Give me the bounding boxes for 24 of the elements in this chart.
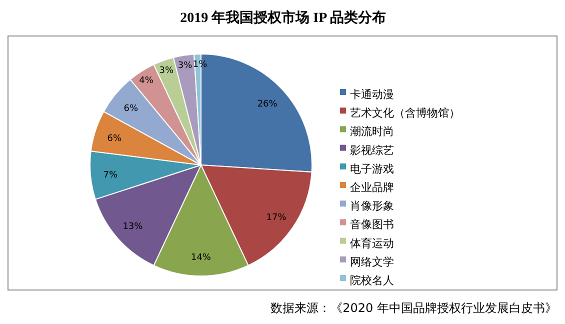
data-label: 4% <box>139 76 154 86</box>
legend-label: 潮流时尚 <box>350 125 394 138</box>
legend-label: 影视综艺 <box>350 144 394 157</box>
data-label: 6% <box>124 104 138 114</box>
legend-label: 艺术文化（含博物馆） <box>350 106 460 120</box>
legend-label: 企业品牌 <box>350 181 394 194</box>
chart-title: 2019 年我国授权市场 IP 品类分布 <box>180 9 386 26</box>
data-label: 1% <box>192 60 208 70</box>
data-label: 17% <box>266 213 287 224</box>
data-label: 13% <box>122 222 144 232</box>
legend-label: 电子游戏 <box>350 162 394 176</box>
data-label: 14% <box>190 253 212 264</box>
data-label: 3% <box>159 66 174 76</box>
data-label: 7% <box>103 170 118 181</box>
legend-label: 肖像形象 <box>350 200 394 213</box>
source-note: 数据来源：《2020 年中国品牌授权行业发展白皮书》 <box>270 301 557 315</box>
data-label: 6% <box>107 134 122 144</box>
legend-label: 卡通动漫 <box>350 88 394 102</box>
legend-label: 网络文学 <box>350 255 394 268</box>
legend-label: 音像图书 <box>350 218 394 232</box>
data-label: 26% <box>257 100 278 110</box>
legend-label: 体育运动 <box>350 236 394 250</box>
legend-label: 院校名人 <box>350 274 394 288</box>
data-label: 3% <box>178 61 193 72</box>
